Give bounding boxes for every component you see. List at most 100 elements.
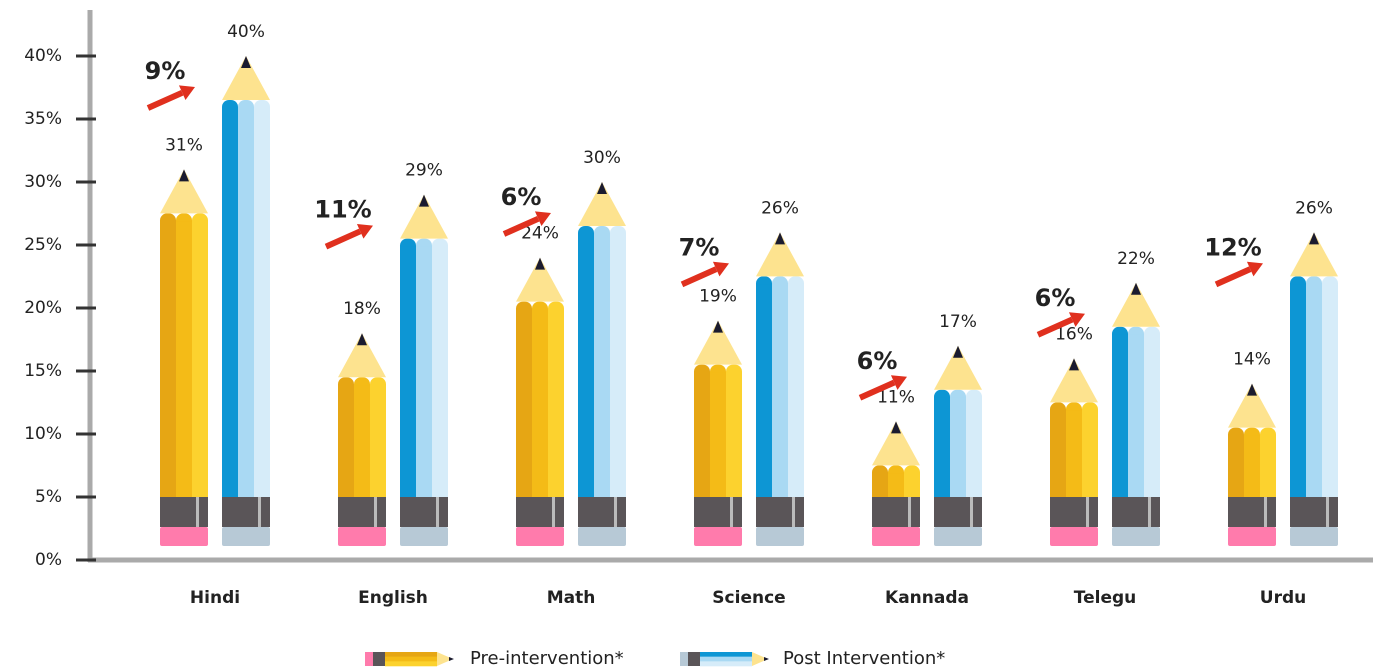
arrow-head <box>1246 261 1263 277</box>
pencil-tip <box>694 320 742 365</box>
pencil-lead <box>891 421 901 434</box>
pencil <box>1050 358 1098 546</box>
pencil-tip <box>872 421 920 466</box>
increase-label: 9% <box>145 57 186 85</box>
y-tick-label: 15% <box>24 361 62 381</box>
pencil-body <box>254 108 270 497</box>
pencil-ferrule <box>1228 497 1276 527</box>
pencil-lead <box>179 169 189 182</box>
pencil <box>872 421 920 546</box>
value-label: 31% <box>165 135 203 155</box>
pencil-body <box>1228 435 1244 497</box>
pencil-body <box>594 234 610 497</box>
pencil-body <box>432 246 448 497</box>
y-tick-label: 40% <box>24 46 62 66</box>
pencil-tip <box>1290 232 1338 277</box>
pencil-ferrule <box>516 497 564 527</box>
increase-arrow <box>324 224 373 250</box>
pencil-lead <box>597 182 607 194</box>
arrow-shaft <box>324 228 362 250</box>
pencil-tip <box>1228 383 1276 428</box>
pencil <box>578 182 626 546</box>
y-tick-label: 30% <box>24 172 62 192</box>
pencil-body <box>872 473 888 497</box>
pencil-body <box>516 309 532 497</box>
pencil-ferrule-line <box>1264 497 1267 527</box>
arrow-head <box>1068 312 1085 327</box>
pencil-eraser <box>1290 527 1338 546</box>
pencil-ferrule-line <box>792 497 795 527</box>
pencil-body <box>238 108 254 497</box>
increase-label: 6% <box>857 347 898 375</box>
pencil-lead <box>535 257 545 270</box>
pencil-ferrule <box>694 497 742 527</box>
legend-body <box>385 661 437 667</box>
legend-lead <box>764 657 769 661</box>
legend-eraser <box>680 652 688 666</box>
value-label: 29% <box>405 161 443 181</box>
pencil <box>1228 383 1276 546</box>
arrow-shaft <box>1214 266 1252 288</box>
legend-tip <box>752 652 768 666</box>
pencil-lead <box>775 232 785 245</box>
pencil-ferrule <box>1050 497 1098 527</box>
arrow-head <box>712 261 729 277</box>
pencil-body <box>756 284 772 497</box>
pencil-body <box>400 246 416 497</box>
arrow-shaft <box>680 266 718 288</box>
y-tick-label: 0% <box>35 550 62 570</box>
pencil-body <box>1112 334 1128 497</box>
pencil-body <box>354 385 370 497</box>
y-tick-label: 35% <box>24 109 62 129</box>
pencil-body <box>772 284 788 497</box>
x-tick-label: Telegu <box>1074 588 1137 608</box>
value-label: 24% <box>521 224 559 244</box>
pencil <box>516 257 564 546</box>
pencil-body <box>338 385 354 497</box>
y-tick-label: 10% <box>24 424 62 444</box>
pencil-body <box>160 221 176 497</box>
pencil-body <box>222 108 238 497</box>
increase-label: 6% <box>1035 284 1076 312</box>
x-tick-label: English <box>358 588 428 608</box>
value-label: 16% <box>1055 324 1093 344</box>
increase-arrow <box>1214 261 1263 288</box>
pencil-body <box>578 234 594 497</box>
x-tick-label: Math <box>547 588 596 608</box>
pencil-body <box>416 246 432 497</box>
arrow-head <box>178 85 195 101</box>
pencil-body <box>788 284 804 497</box>
pencil-lead <box>241 56 251 68</box>
pencil-tip <box>516 257 564 302</box>
legend-body <box>700 661 752 667</box>
pencil <box>756 232 804 546</box>
pencil-body <box>532 309 548 497</box>
value-label: 26% <box>761 198 799 218</box>
increase-arrow <box>146 85 195 111</box>
pencil-ferrule-line <box>196 497 199 527</box>
pencil-ferrule <box>756 497 804 527</box>
pencil-ferrule-line <box>258 497 261 527</box>
arrow-shaft <box>1036 316 1074 338</box>
value-label: 30% <box>583 148 621 168</box>
pencil-eraser <box>516 527 564 546</box>
pencil-ferrule <box>338 497 386 527</box>
pencil-body <box>1082 410 1098 497</box>
pencil-body <box>192 221 208 497</box>
pencil <box>1112 282 1160 546</box>
pencil-ferrule-line <box>1148 497 1151 527</box>
pencil-eraser <box>1050 527 1098 546</box>
pencil-tip <box>338 333 386 378</box>
pencil-body <box>1306 284 1322 497</box>
legend-label: Post Intervention* <box>783 648 945 669</box>
value-label: 40% <box>227 22 265 42</box>
pencil-ferrule <box>934 497 982 527</box>
increase-label: 12% <box>1204 233 1261 261</box>
pencil-lead <box>1309 232 1319 245</box>
pencil-body <box>1066 410 1082 497</box>
legend-ferrule <box>688 652 700 666</box>
pencil-body <box>548 309 564 497</box>
pencil-eraser <box>934 527 982 546</box>
pencil-tip <box>160 169 208 214</box>
